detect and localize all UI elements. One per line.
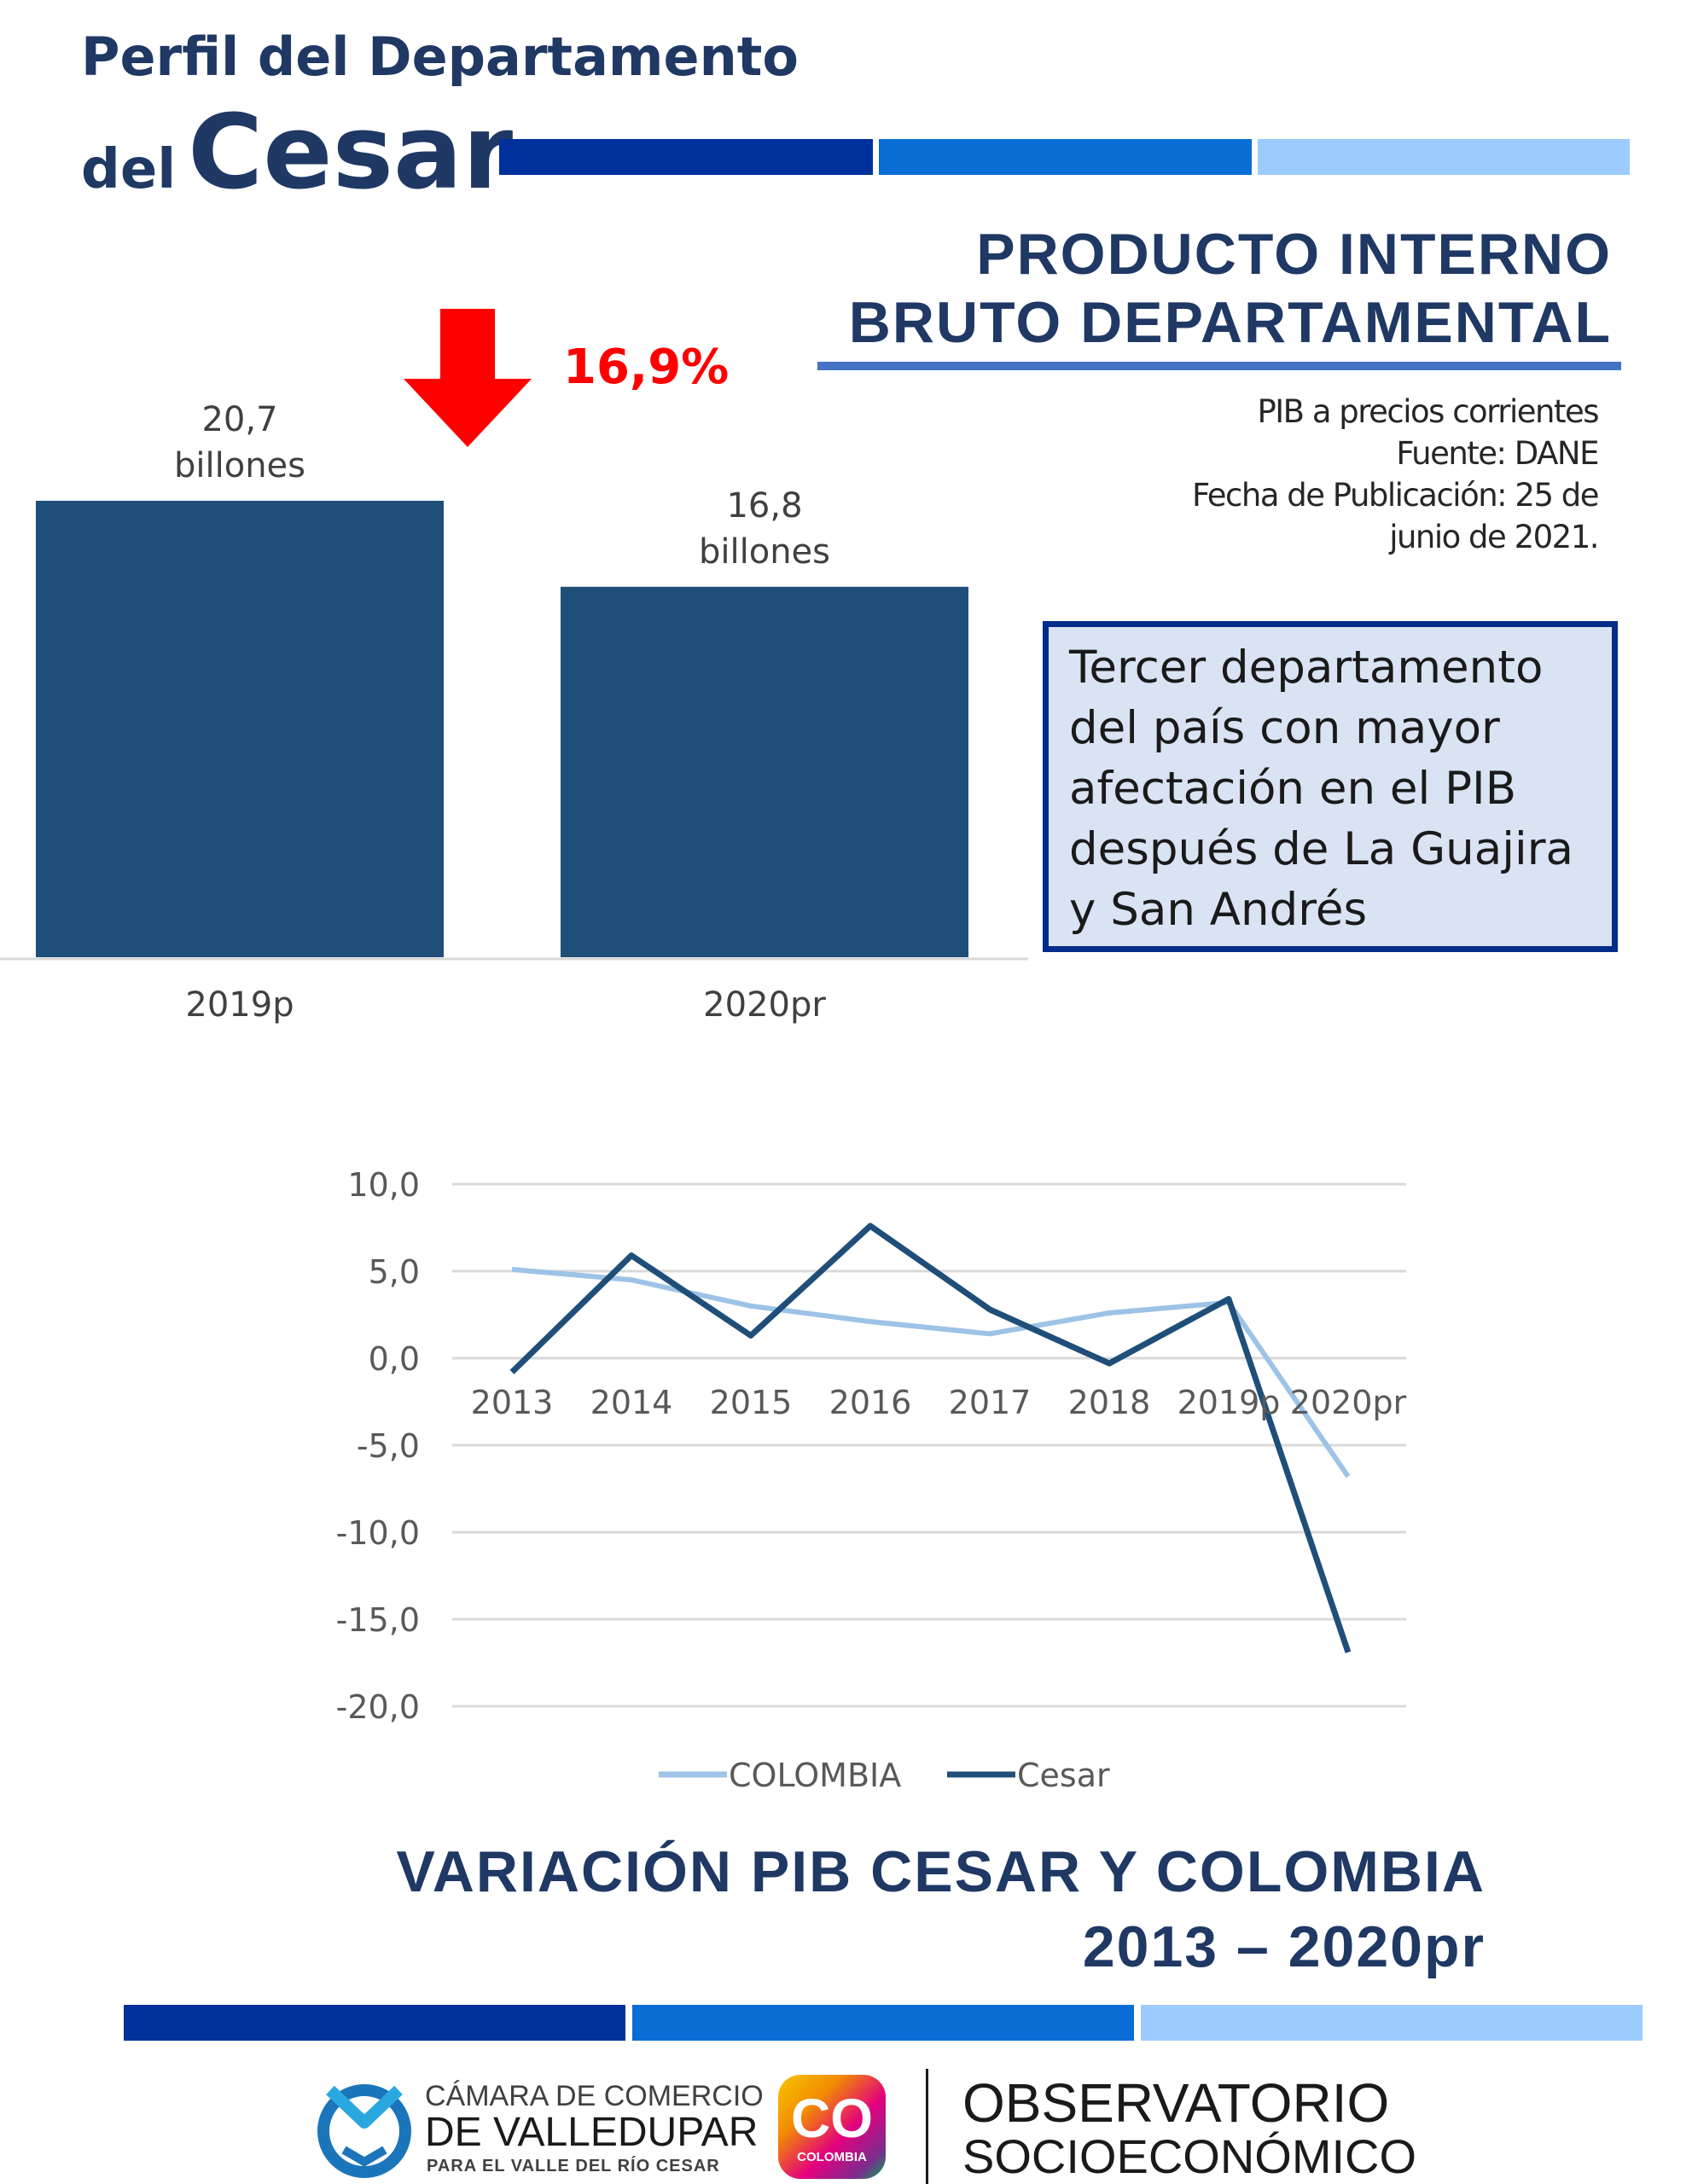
camara-name-line1: CÁMARA DE COMERCIO	[425, 2080, 764, 2112]
x-tick-label: 2020pr	[1290, 1384, 1407, 1421]
header-stripe-mid	[879, 139, 1252, 175]
x-tick-label: 2015	[710, 1384, 793, 1421]
camara-name-line3: PARA EL VALLE DEL RÍO CESAR	[427, 2157, 720, 2175]
y-tick-label: -20,0	[336, 1688, 420, 1726]
bar-value-number: 20,7	[201, 400, 278, 439]
bar-value-label: 20,7 billones	[36, 397, 444, 489]
y-tick-label: 10,0	[347, 1166, 420, 1204]
bar-value-unit: billones	[698, 531, 830, 572]
bar-chart	[0, 501, 1028, 961]
footer-stripe-light	[1141, 2005, 1643, 2041]
source-line4: junio de 2021.	[1389, 519, 1599, 555]
callout-box: Tercer departamento del país con mayor a…	[1043, 621, 1618, 952]
section-title-line2: BRUTO DEPARTAMENTAL	[848, 290, 1612, 355]
series-line-cesar	[509, 1223, 1352, 1653]
line-chart-title-line2: 2013 – 2020pr	[1082, 1914, 1486, 1979]
co-logo-sub: COLOMBIA	[797, 2150, 867, 2164]
y-tick-label: -5,0	[357, 1427, 420, 1465]
y-tick-label: 0,0	[369, 1340, 420, 1378]
observatorio-line1: OBSERVATORIO	[962, 2072, 1390, 2134]
legend-label-colombia: COLOMBIA	[729, 1757, 901, 1794]
source-line1: PIB a precios corrientes	[1257, 393, 1599, 430]
source-line3: Fecha de Publicación: 25 de	[1192, 477, 1599, 514]
line-chart-title-line1: VARIACIÓN PIB CESAR Y COLOMBIA	[396, 1839, 1486, 1904]
source-note: PIB a precios corrientes Fuente: DANE Fe…	[1192, 391, 1599, 558]
footer-stripe-dark	[124, 2005, 625, 2041]
profile-subtitle-main: Cesar	[188, 94, 514, 212]
section-title-line1: PRODUCTO INTERNO	[976, 222, 1612, 287]
bar-category-label: 2019p	[185, 985, 294, 1025]
series-line-colombia	[511, 1266, 1351, 1478]
profile-title: Perfil del Departamento	[81, 26, 799, 88]
co-logo-text: CO	[791, 2088, 873, 2149]
profile-subtitle-prefix: del	[81, 138, 177, 201]
bar-value-label: 16,8 billones	[561, 483, 968, 575]
section-title: PRODUCTO INTERNO BRUTO DEPARTAMENTAL	[849, 220, 1612, 357]
x-tick-label: 2017	[949, 1384, 1032, 1421]
bar-2019p	[36, 501, 444, 957]
y-tick-label: 5,0	[369, 1253, 420, 1291]
footer-stripe-mid	[632, 2005, 1134, 2041]
y-tick-label: -15,0	[336, 1601, 420, 1639]
x-tick-label: 2013	[471, 1384, 554, 1421]
x-tick-label: 2019p	[1177, 1384, 1281, 1421]
header-stripe-light	[1258, 139, 1630, 175]
bar-value-unit: billones	[173, 446, 305, 485]
profile-subtitle: del Cesar	[81, 94, 513, 212]
colombia-co-logo: CO COLOMBIA	[778, 2075, 886, 2179]
arrow-down-icon	[404, 309, 532, 447]
footer-divider	[926, 2069, 928, 2184]
x-tick-label: 2018	[1068, 1384, 1151, 1421]
bar-value-number: 16,8	[726, 485, 803, 526]
header-stripe-dark	[499, 139, 873, 175]
source-line2: Fuente: DANE	[1396, 435, 1599, 472]
camara-name-line2: DE VALLEDUPAR	[425, 2110, 759, 2155]
x-tick-label: 2016	[829, 1384, 912, 1421]
section-title-rule	[817, 362, 1621, 370]
legend-label-cesar: Cesar	[1017, 1757, 1110, 1794]
observatorio-line2: SOCIOECONÓMICO	[962, 2129, 1417, 2183]
x-tick-label: 2014	[590, 1384, 673, 1421]
camara-logo-icon	[317, 2084, 411, 2178]
line-chart-title: VARIACIÓN PIB CESAR Y COLOMBIA 2013 – 20…	[396, 1834, 1486, 1984]
line-chart: 10,0 5,0 0,0 -5,0 -10,0 -15,0 -20,0 2013 2014 201…	[336, 1166, 1407, 1794]
bar-category-label: 2020pr	[703, 985, 826, 1025]
y-tick-label: -10,0	[336, 1514, 420, 1552]
decrease-percent: 16,9%	[563, 340, 730, 395]
bar-2020pr	[561, 586, 968, 957]
